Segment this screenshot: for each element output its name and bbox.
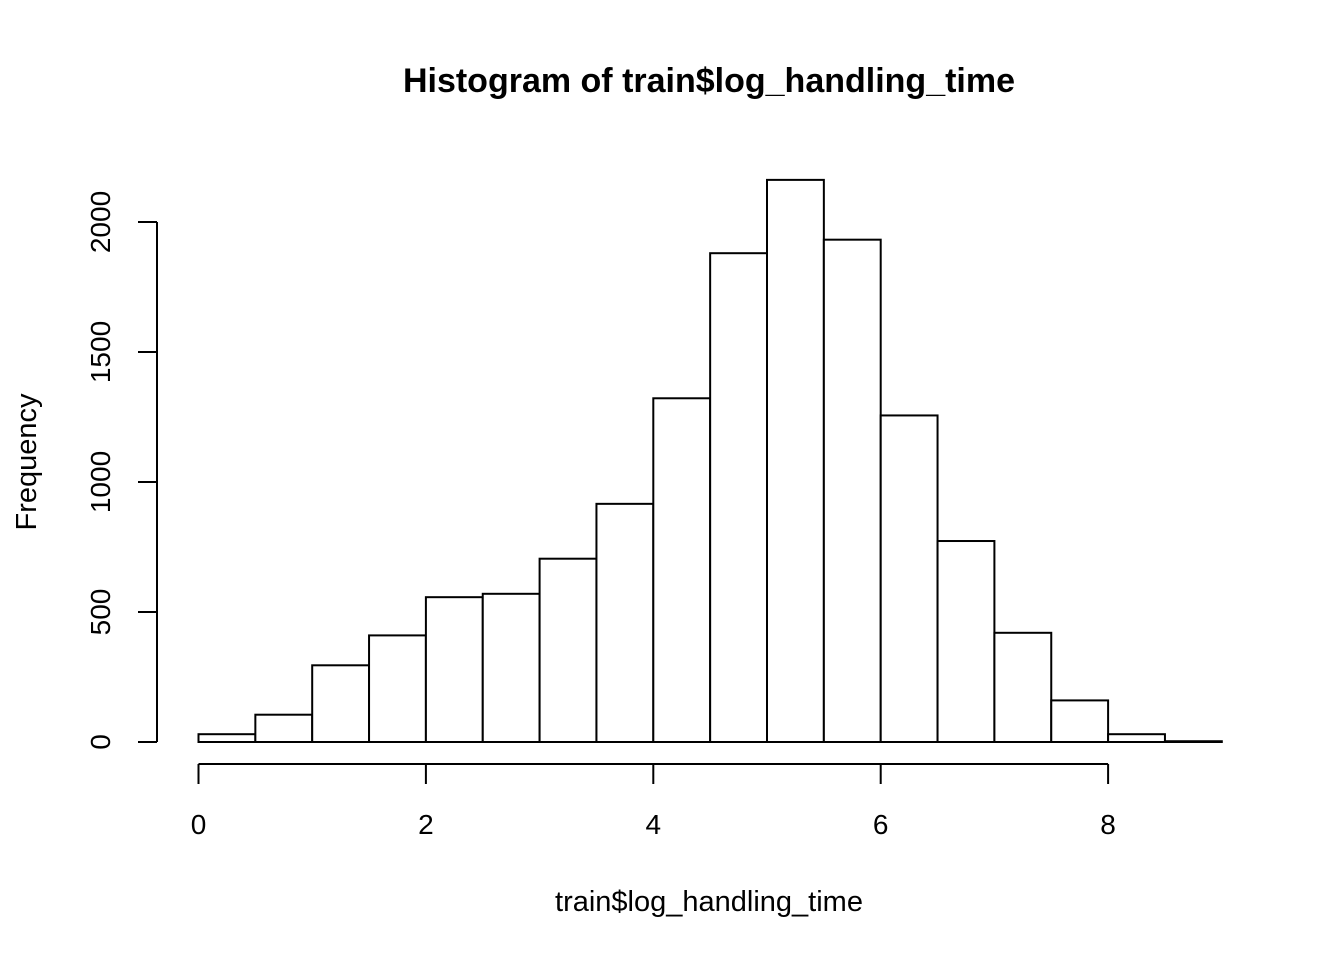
histogram-bar <box>197 733 257 744</box>
histogram-bar <box>1163 740 1223 743</box>
histogram-bar <box>311 664 371 743</box>
y-tick-label: 1000 <box>85 451 116 513</box>
histogram-bar <box>254 713 314 744</box>
histogram-bar <box>368 634 427 744</box>
histogram-bar <box>1050 699 1110 744</box>
y-tick-label: 0 <box>85 734 116 750</box>
x-axis-ticks: 0 2 4 6 8 <box>191 764 1116 840</box>
histogram-bar <box>709 252 769 743</box>
histogram-bar <box>822 238 882 743</box>
x-tick-label: 4 <box>646 809 662 840</box>
histogram-bar <box>1107 733 1166 744</box>
y-tick-label: 500 <box>85 589 116 636</box>
y-tick-label: 1500 <box>85 321 116 383</box>
histogram-bar <box>879 414 939 743</box>
histogram-bar <box>766 178 825 743</box>
chart-title: Histogram of train$log_handling_time <box>403 62 1015 100</box>
histogram-bars <box>197 178 1223 744</box>
y-tick-label: 2000 <box>85 191 116 253</box>
x-axis: 0 2 4 6 8 <box>191 763 1116 840</box>
histogram-bar <box>424 596 484 743</box>
histogram-bar <box>481 592 541 743</box>
x-tick-label: 2 <box>418 809 434 840</box>
y-axis-ticks: 0 500 1000 1500 2000 <box>85 191 157 750</box>
histogram-bar <box>595 502 655 743</box>
histogram-bar <box>993 631 1053 743</box>
x-tick-label: 8 <box>1100 809 1116 840</box>
y-axis: 0 500 1000 1500 2000 <box>85 191 158 750</box>
x-tick-label: 6 <box>873 809 889 840</box>
y-axis-label: Frequency <box>11 393 43 531</box>
x-axis-label: train$log_handling_time <box>555 886 863 918</box>
x-tick-label: 0 <box>191 809 207 840</box>
histogram-bar <box>538 557 598 744</box>
histogram-bar <box>936 540 996 744</box>
histogram-bar <box>652 397 712 743</box>
